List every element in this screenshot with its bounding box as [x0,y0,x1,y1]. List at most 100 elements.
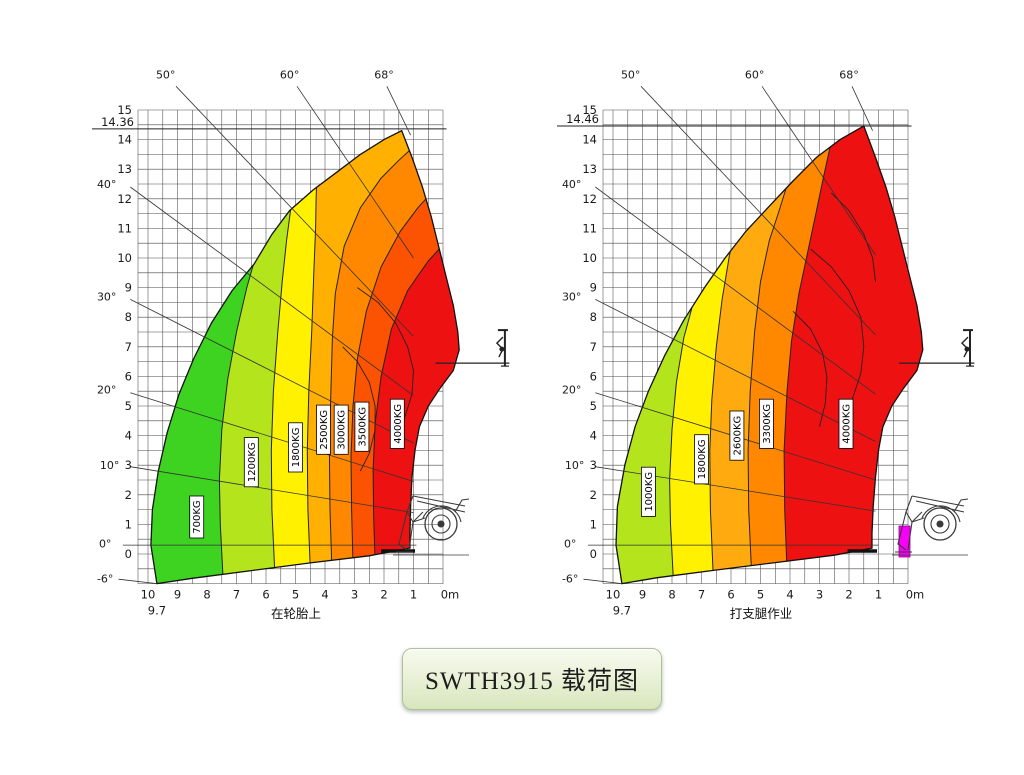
y-tick: 13 [582,162,597,176]
title-plate: SWTH3915 载荷图 [402,648,662,710]
y-tick: 6 [125,369,132,383]
capacity-label-box [729,410,745,461]
x-tick: 8 [203,588,210,602]
y-tick: 12 [582,192,597,206]
y-tick: 15 [582,103,597,117]
telehandler-icon [393,495,470,556]
angle-label: 68° [839,69,859,82]
capacity-label-box [389,398,405,449]
angle-ray [130,392,414,482]
x-tick: 9 [639,588,646,602]
y-tick: 0 [590,547,597,561]
y-tick: 4 [590,429,597,443]
y-tick: 7 [590,340,597,354]
angle-ray [583,578,622,584]
y-tick: 8 [590,310,597,324]
fork-icon [435,329,510,367]
y-tick: 0 [125,547,132,561]
x-tick: 6 [727,588,734,602]
y-tick: 10 [582,251,597,265]
x-tick: 4 [321,588,328,602]
y-tick: 14 [117,133,132,147]
y-tick: 14 [582,133,597,147]
x-tick: 5 [757,588,764,602]
capacity-label: 1000KG [644,472,655,512]
chart-caption-on-tires: 在轮胎上 [270,606,321,621]
y-tick: 11 [582,221,597,235]
max-height-label: 14.46 [566,112,599,126]
capacity-label: 2500KG [319,410,330,450]
x-tick: 0m [906,588,925,602]
angle-ray [118,578,157,584]
angle-ray [130,466,414,513]
angle-label: -6° [562,572,578,585]
x-tick: 3 [816,588,823,602]
capacity-label: 2600KG [732,416,743,456]
capacity-label-box [333,404,349,455]
angle-ray [595,186,876,395]
envelope-outline [150,129,460,585]
y-tick: 3 [590,458,597,472]
angle-label: 10° [565,459,585,472]
chart-caption-on-outriggers: 打支腿作业 [729,606,793,621]
x-tick: 7 [233,588,240,602]
x-tick: 6 [262,588,269,602]
angle-label: 30° [97,291,117,304]
y-tick: 8 [125,310,132,324]
page-title: SWTH3915 载荷图 [424,668,640,695]
envelope-outline [615,125,924,585]
max-height-label: 14.36 [101,115,134,129]
capacity-label-box [759,398,774,449]
x-tick: 10 [606,588,621,602]
angle-ray [386,86,411,136]
angle-ray [175,86,414,337]
x-tick: 4 [786,588,793,602]
telehandler-icon [892,495,969,558]
y-tick: 1 [125,517,132,531]
reach-label: 9.7 [148,604,166,618]
y-tick: 3 [125,458,132,472]
y-tick: 15 [117,103,132,117]
x-tick: 9 [174,588,181,602]
reach-label: 9.7 [613,604,631,618]
y-tick: 10 [117,251,132,265]
y-tick: 6 [590,369,597,383]
capacity-label: 1200KG [247,442,258,482]
chart-on-outriggers: 14.46-6°0°10°20°30°40°50° 60° 68°151413121… [557,69,975,618]
capacity-label-box [354,401,370,452]
x-tick: 2 [845,588,852,602]
capacity-label: 3500KG [357,407,368,447]
y-tick: 7 [125,340,132,354]
angle-label: 30° [562,291,582,304]
angle-label: 0° [564,538,577,551]
angle-label: 40° [562,178,582,191]
angle-label: 68° [374,69,394,82]
angle-label: 0° [99,538,112,551]
y-tick: 1 [590,517,597,531]
x-tick: 3 [351,588,358,602]
capacity-label-box [189,495,205,539]
x-tick: 1 [875,588,882,602]
capacity-label: 3000KG [337,410,348,450]
y-tick: 11 [117,221,132,235]
capacity-zones [616,126,923,584]
angle-label: -6° [97,572,113,585]
x-tick: 7 [698,588,705,602]
y-tick: 5 [125,399,132,413]
capacity-label: 4000KG [842,404,853,444]
x-tick: 8 [668,588,675,602]
y-tick: 9 [590,281,597,295]
angle-label: 40° [97,178,117,191]
capacity-label: 1800KG [291,428,302,468]
angle-label: 50° [621,69,641,82]
capacity-label: 1800KG [697,439,708,479]
capacity-label: 4000KG [393,404,404,444]
angle-label: 20° [562,384,582,397]
capacity-label-box [838,398,854,449]
capacity-label: 700KG [192,500,203,533]
angle-label: 60° [280,69,300,82]
chart-on-tires: 14.36-6°0°10°20°30°40°50° 60° 68°151413121… [92,69,510,618]
y-tick: 13 [117,162,132,176]
